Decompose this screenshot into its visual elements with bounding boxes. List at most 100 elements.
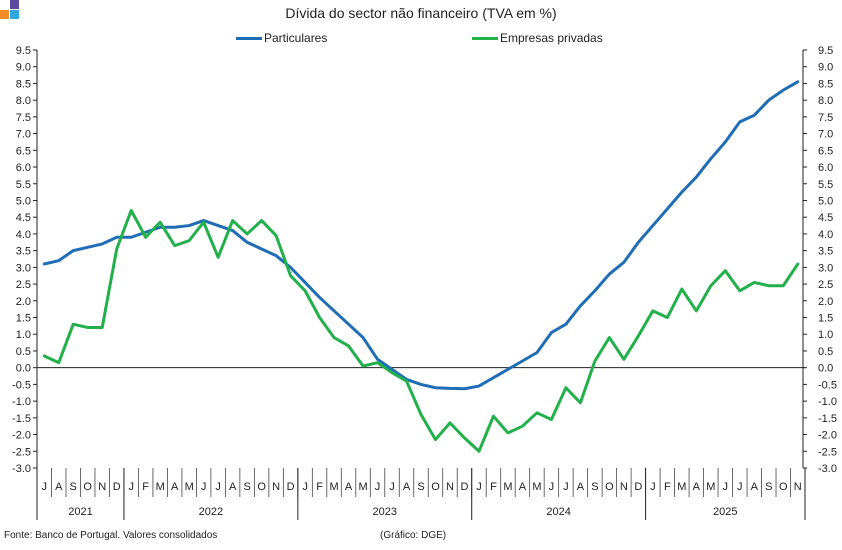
y-tick-label-right: 1.0 [818,329,833,341]
y-tick-label-right: 0.0 [818,363,833,375]
y-tick-label-left: 6.0 [16,162,31,174]
year-label: 2021 [68,506,92,518]
x-tick-label: A [403,481,411,493]
y-tick-label-left: 0.0 [16,363,31,375]
y-tick-label-right: 3.5 [818,246,833,258]
y-tick-label-right: -2.0 [818,430,837,442]
x-tick-label: S [243,481,250,493]
y-tick-label-right: 2.0 [818,296,833,308]
year-label: 2024 [546,506,570,518]
x-tick-label: F [142,481,149,493]
x-tick-label: J [389,481,395,493]
x-tick-label: M [358,481,367,493]
y-tick-label-left: 5.5 [16,179,31,191]
x-tick-label: J [476,481,482,493]
x-tick-label: N [794,481,802,493]
y-tick-label-left: -1.5 [12,413,31,425]
y-tick-label-right: -1.0 [818,396,837,408]
y-tick-label-right: -0.5 [818,379,837,391]
y-tick-label-left: 7.0 [16,129,31,141]
legend-label-empresas-privadas: Empresas privadas [500,31,603,45]
x-tick-label: A [55,481,63,493]
x-tick-label: F [490,481,497,493]
x-tick-label: J [563,481,569,493]
y-tick-label-left: 2.0 [16,296,31,308]
x-tick-label: D [634,481,642,493]
x-tick-label: J [128,481,134,493]
y-tick-label-left: 4.0 [16,229,31,241]
y-tick-label-left: 2.5 [16,279,31,291]
x-tick-label: J [41,481,47,493]
y-tick-label-left: 7.5 [16,112,31,124]
legend-item-particulares: Particulares [236,31,327,45]
x-tick-label: S [417,481,424,493]
chart-title: Dívida do sector não financeiro (TVA em … [285,5,557,21]
year-label: 2023 [373,506,397,518]
x-tick-label: J [723,481,729,493]
x-tick-label: A [693,481,701,493]
y-tick-label-right: 3.0 [818,262,833,274]
series-line-particulares [42,80,800,391]
y-tick-label-right: 9.5 [818,45,833,57]
legend-swatch-empresas-privadas [472,36,498,40]
y-tick-label-left: -0.5 [12,379,31,391]
x-tick-label: O [605,481,614,493]
x-tick-label: M [532,481,541,493]
x-tick-label: M [706,481,715,493]
y-tick-label-left: 4.5 [16,212,31,224]
x-tick-label: N [446,481,454,493]
y-tick-label-left: -3.0 [12,463,31,475]
y-tick-label-left: 5.0 [16,195,31,207]
x-tick-label: A [577,481,585,493]
x-tick-label: D [460,481,468,493]
x-tick-label: A [229,481,237,493]
x-tick-label: J [549,481,555,493]
y-tick-label-left: 8.0 [16,95,31,107]
x-tick-label: M [503,481,512,493]
x-tick-label: M [677,481,686,493]
y-tick-label-right: 4.0 [818,229,833,241]
x-tick-label: N [272,481,280,493]
y-tick-label-left: 6.5 [16,145,31,157]
x-tick-label: N [98,481,106,493]
y-tick-label-left: 8.5 [16,78,31,90]
year-label: 2025 [713,506,737,518]
y-tick-label-right: 1.5 [818,313,833,325]
x-tick-label: J [201,481,207,493]
y-tick-label-left: -2.0 [12,430,31,442]
y-tick-label-right: 6.5 [818,145,833,157]
x-tick-label: A [171,481,179,493]
y-tick-label-right: 2.5 [818,279,833,291]
x-tick-label: A [345,481,353,493]
series-line-empresas-privadas [42,209,800,453]
y-tick-label-right: 9.0 [818,62,833,74]
y-tick-label-right: 5.0 [818,195,833,207]
x-tick-label: J [302,481,308,493]
y-tick-label-left: 1.5 [16,313,31,325]
footer-credit: (Gráfico: DGE) [380,530,447,541]
x-tick-label: O [257,481,266,493]
footer-source: Fonte: Banco de Portugal. Valores consol… [4,530,218,541]
x-tick-label: M [156,481,165,493]
chart-legend: Particulares Empresas privadas [0,31,842,49]
x-tick-label: M [185,481,194,493]
x-tick-label: A [519,481,527,493]
y-tick-label-left: 1.0 [16,329,31,341]
y-tick-label-right: 6.0 [818,162,833,174]
x-tick-label: J [650,481,656,493]
y-tick-label-right: 5.5 [818,179,833,191]
legend-item-empresas-privadas: Empresas privadas [472,31,603,45]
x-tick-label: M [329,481,338,493]
y-tick-label-right: 8.0 [818,95,833,107]
y-tick-label-right: -1.5 [818,413,837,425]
x-tick-label: D [113,481,121,493]
y-tick-label-left: 9.5 [16,45,31,57]
y-tick-label-right: 7.0 [818,129,833,141]
x-tick-label: F [664,481,671,493]
x-tick-label: N [620,481,628,493]
x-tick-label: F [316,481,323,493]
x-tick-label: J [375,481,381,493]
y-tick-label-left: -2.5 [12,446,31,458]
y-tick-label-right: 7.5 [818,112,833,124]
